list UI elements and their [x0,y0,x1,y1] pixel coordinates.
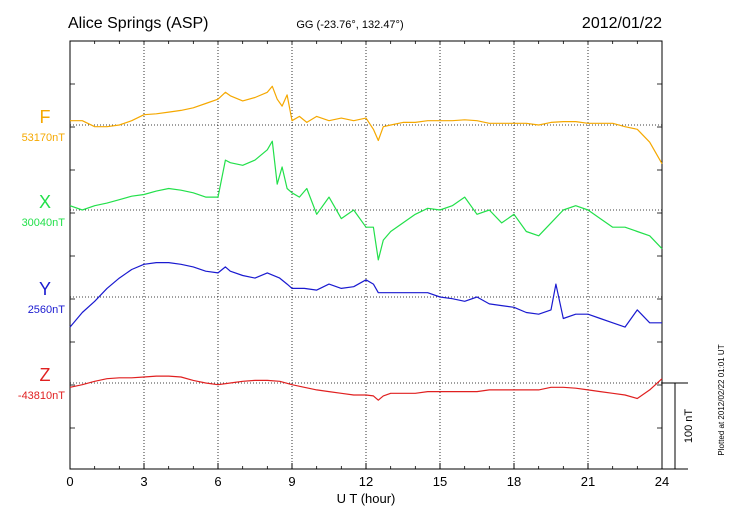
x-tick-label: 9 [288,474,295,489]
series-name-y: Y [39,279,51,299]
x-tick-label: 15 [433,474,447,489]
station-coordinates: GG (-23.76°, 132.47°) [296,19,403,31]
grid [70,41,662,469]
series-line-z [69,375,663,401]
x-tick-label: 6 [214,474,221,489]
series-line-f [70,85,663,164]
x-axis-label: U T (hour) [337,491,396,506]
x-tick-label: 21 [581,474,595,489]
chart-title: Alice Springs (ASP) [68,15,209,32]
series-baseline-y: 2560nT [28,304,66,316]
series-name-f: F [40,107,51,127]
x-tick-label: 18 [507,474,521,489]
series-labels: F 53170nT X 30040nT Y 2560nT Z -43810nT [18,107,65,402]
series-baseline-f: 53170nT [22,132,66,144]
series-baseline-z: -43810nT [18,390,65,402]
plot-footnote: Plotted at 2012/02/22 01:01 UT [717,344,726,455]
scale-bar: 100 nT [662,382,695,470]
x-tick-label: 12 [359,474,373,489]
series-line-y [69,262,662,328]
series-name-x: X [39,192,51,212]
x-tick-label: 0 [66,474,73,489]
x-tick-label: 3 [140,474,147,489]
series-baseline-x: 30040nT [22,217,66,229]
chart-date: 2012/01/22 [582,15,662,32]
series-lines [69,85,663,401]
axis-ticks: 0 3 6 9 12 15 18 21 24 [66,41,669,489]
x-tick-label: 24 [655,474,669,489]
series-name-z: Z [40,365,51,385]
scale-bar-label: 100 nT [683,409,695,444]
series-line-x [69,140,663,261]
